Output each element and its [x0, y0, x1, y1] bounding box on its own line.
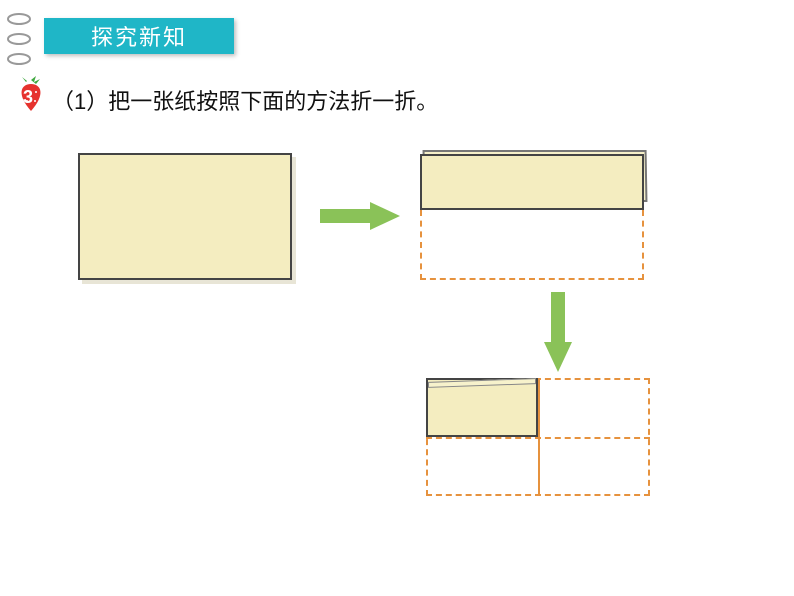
paper-folded-half — [420, 154, 644, 210]
fold-step-3 — [426, 378, 654, 500]
bullet-number: 3 — [23, 87, 33, 108]
crease-vertical — [538, 378, 540, 496]
arrow-right-icon — [320, 202, 400, 230]
arrow-down-icon — [544, 292, 572, 372]
fold-step-2 — [420, 150, 648, 278]
instruction-text: （1）把一张纸按照下面的方法折一折。 — [52, 84, 438, 116]
fold-step-1 — [78, 153, 292, 280]
section-header: 探究新知 — [44, 18, 234, 54]
spiral-binding — [6, 12, 32, 66]
paper-sheet-full — [78, 153, 292, 280]
paper-outline-dashed — [420, 210, 644, 280]
section-title: 探究新知 — [91, 20, 187, 52]
